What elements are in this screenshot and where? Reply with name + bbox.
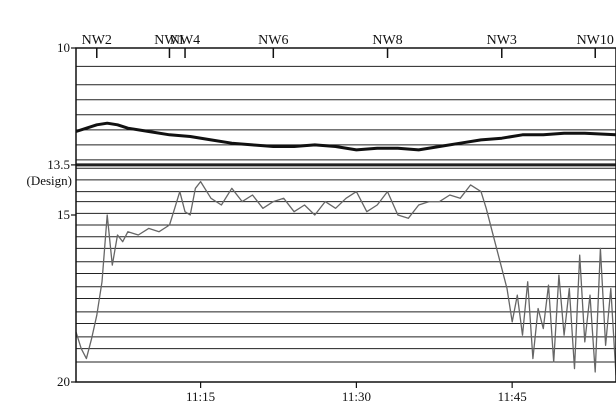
grid-layer <box>76 65 616 363</box>
station-label: NW10 <box>577 33 614 48</box>
lower-trace-line <box>75 180 616 376</box>
design-label: (Design) <box>27 173 73 188</box>
axes-layer <box>71 47 616 388</box>
station-label: NW8 <box>372 33 402 48</box>
station-label: NW4 <box>170 33 200 48</box>
plot-border <box>75 47 616 383</box>
x-tick-label: 11:15 <box>186 389 215 404</box>
series-layer <box>75 121 616 376</box>
y-tick-label: 13.5 <box>47 157 70 172</box>
station-label: NW6 <box>258 33 288 48</box>
station-label: NW2 <box>82 33 112 48</box>
upper-trace-line <box>75 121 616 152</box>
station-label: NW1 <box>154 33 184 48</box>
y-tick-label: 20 <box>57 374 70 389</box>
x-tick-label: 11:30 <box>342 389 371 404</box>
y-tick-label: 15 <box>57 207 70 222</box>
y-tick-label: 10 <box>57 40 70 55</box>
x-tick-label: 11:45 <box>498 389 527 404</box>
station-label: NW3 <box>487 33 517 48</box>
